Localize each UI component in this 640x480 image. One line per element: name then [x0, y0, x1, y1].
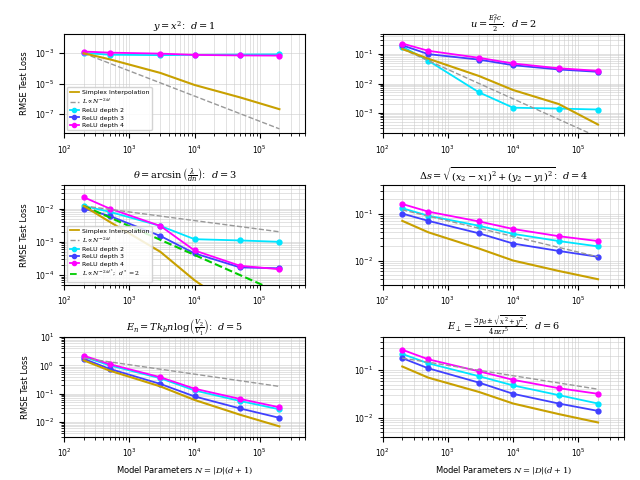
- Title: $E_n = Tk_b n\log\left(\frac{V_2}{V_1}\right)$:  $d = 5$: $E_n = Tk_b n\log\left(\frac{V_2}{V_1}\r…: [126, 317, 243, 337]
- X-axis label: Model Parameters $N = |D|(d+1)$: Model Parameters $N = |D|(d+1)$: [116, 465, 253, 477]
- Title: $u = \frac{E_f^2 c}{2}$:  $d = 2$: $u = \frac{E_f^2 c}{2}$: $d = 2$: [470, 12, 537, 34]
- Y-axis label: RMSE Test Loss: RMSE Test Loss: [20, 355, 29, 419]
- Title: $\theta = \arcsin\left(\frac{\lambda}{dn}\right)$:  $d = 3$: $\theta = \arcsin\left(\frac{\lambda}{dn…: [133, 167, 237, 185]
- Legend: Simplex Interpolation, $L \propto N^{-2/d}$, ReLU depth 2, ReLU depth 3, ReLU de: Simplex Interpolation, $L \propto N^{-2/…: [67, 226, 152, 282]
- Y-axis label: RMSE Test Loss: RMSE Test Loss: [20, 52, 29, 115]
- Title: $E_\perp = \frac{3p_d\pm\sqrt{x^2+y^2}}{4\pi\epsilon r^5}$:  $d = 6$: $E_\perp = \frac{3p_d\pm\sqrt{x^2+y^2}}{…: [447, 314, 560, 337]
- Y-axis label: RMSE Test Loss: RMSE Test Loss: [20, 204, 29, 267]
- Title: $\Delta s = \sqrt{(x_2-x_1)^2+(y_2-y_1)^2}$:  $d = 4$: $\Delta s = \sqrt{(x_2-x_1)^2+(y_2-y_1)^…: [419, 166, 588, 185]
- Legend: Simplex Interpolation, $L \propto N^{-2/d}$, ReLU depth 2, ReLU depth 3, ReLU de: Simplex Interpolation, $L \propto N^{-2/…: [67, 87, 152, 130]
- X-axis label: Model Parameters $N = |D|(d+1)$: Model Parameters $N = |D|(d+1)$: [435, 465, 572, 477]
- Title: $y = x^2$:  $d = 1$: $y = x^2$: $d = 1$: [154, 19, 216, 34]
